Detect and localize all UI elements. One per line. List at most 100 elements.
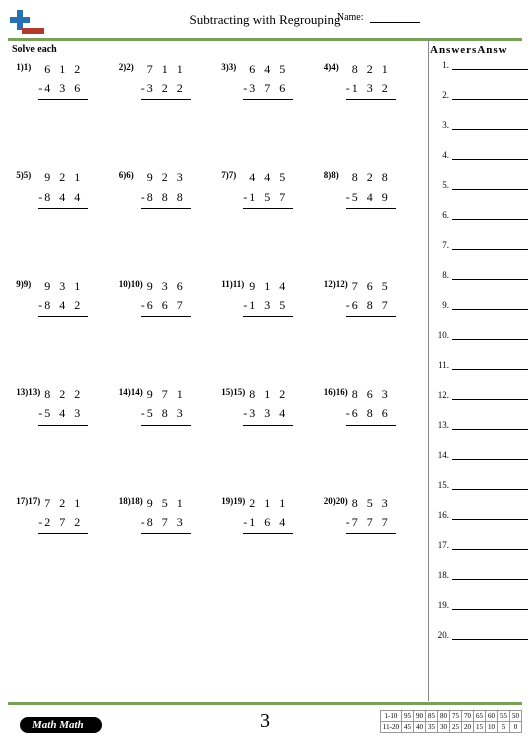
answer-row: 11. [436,360,528,370]
answers-column: 1.2.3.4.5.6.7.8.9.10.11.12.13.14.15.16.1… [436,60,528,660]
answer-line[interactable] [452,210,528,220]
bottom-rule [8,702,522,705]
problem-number: 6)6) [119,168,147,182]
problem: 7)7)4 4 5-1 5 7 [221,168,311,208]
minuend: 7 6 5 [352,277,391,296]
answer-number: 16. [436,510,452,520]
score-cell: 25 [450,722,462,733]
answer-row: 3. [436,120,528,130]
answer-line[interactable] [452,390,528,400]
answer-number: 9. [436,300,452,310]
answer-line[interactable] [452,600,528,610]
name-label: Name: [337,12,364,23]
answer-line[interactable] [452,60,528,70]
answer-line[interactable] [452,150,528,160]
answer-line[interactable] [452,180,528,190]
minuend: 7 2 1 [44,494,83,513]
problem-number: 11)11) [221,277,249,291]
problem-number: 18)18) [119,494,147,508]
subtrahend: 3 2 2 [147,81,186,95]
name-field: Name: [337,12,420,23]
answer-number: 12. [436,390,452,400]
problem: 20)20)8 5 3-7 7 7 [324,494,414,534]
score-cell: 0 [510,722,522,733]
score-cell: 80 [438,711,450,722]
answer-row: 13. [436,420,528,430]
problem-number: 17)17) [16,494,44,508]
answer-row: 4. [436,150,528,160]
answer-line[interactable] [452,510,528,520]
answer-row: 2. [436,90,528,100]
answer-line[interactable] [452,330,528,340]
subtrahend: 6 6 7 [147,298,186,312]
score-cell: 15 [474,722,486,733]
subtrahend: 6 8 7 [352,298,391,312]
answer-number: 13. [436,420,452,430]
score-table: 1-1095908580757065605550 11-204540353025… [380,710,522,733]
answer-line[interactable] [452,90,528,100]
score-cell: 90 [414,711,426,722]
name-line[interactable] [370,22,420,23]
problem-number: 19)19) [221,494,249,508]
subtrahend: 3 3 4 [249,406,288,420]
answer-line[interactable] [452,480,528,490]
problem-number: 8)8) [324,168,352,182]
minuend: 8 2 1 [352,60,391,79]
problem: 4)4)8 2 1-1 3 2 [324,60,414,100]
subtrahend: 6 8 6 [352,406,391,420]
problem-number: 20)20) [324,494,352,508]
answer-number: 7. [436,240,452,250]
answer-line[interactable] [452,300,528,310]
minuend: 6 4 5 [249,60,288,79]
problem: 16)16)8 6 3-6 8 6 [324,385,414,425]
problem: 14)14)9 7 1-5 8 3 [119,385,209,425]
score-cell: 50 [510,711,522,722]
answer-line[interactable] [452,630,528,640]
answer-line[interactable] [452,360,528,370]
answer-row: 18. [436,570,528,580]
problem-number: 3)3) [221,60,249,74]
answer-row: 12. [436,390,528,400]
answer-number: 20. [436,630,452,640]
top-rule [8,38,522,41]
answer-line[interactable] [452,450,528,460]
problem: 18)18)9 5 1-8 7 3 [119,494,209,534]
minuend: 9 3 1 [44,277,83,296]
minuend: 2 1 1 [249,494,288,513]
answer-line[interactable] [452,420,528,430]
subtrahend: 5 4 3 [44,406,83,420]
answer-number: 6. [436,210,452,220]
answer-line[interactable] [452,540,528,550]
problem: 9)9)9 3 1-8 4 2 [16,277,106,317]
problem-number: 13)13) [16,385,44,399]
score-cell: 20 [462,722,474,733]
problem: 13)13)8 2 2-5 4 3 [16,385,106,425]
score-cell: 65 [474,711,486,722]
answers-header: AnswersAnsw [430,44,530,56]
score-cell: 95 [402,711,414,722]
subtrahend: 1 3 2 [352,81,391,95]
minuend: 9 2 1 [44,168,83,187]
answer-line[interactable] [452,120,528,130]
answer-line[interactable] [452,270,528,280]
problem-number: 10)10) [119,277,147,291]
subtrahend: 5 8 3 [147,406,186,420]
answer-number: 17. [436,540,452,550]
answer-line[interactable] [452,240,528,250]
subtrahend: 5 4 9 [352,190,391,204]
score-cell: 5 [498,722,510,733]
answer-line[interactable] [452,570,528,580]
subtrahend: 8 8 8 [147,190,186,204]
answer-row: 17. [436,540,528,550]
answer-number: 11. [436,360,452,370]
minuend: 4 4 5 [249,168,288,187]
subtrahend: 1 3 5 [249,298,288,312]
answer-number: 2. [436,90,452,100]
score-cell: 10 [486,722,498,733]
answer-row: 1. [436,60,528,70]
problem-number: 15)15) [221,385,249,399]
subtrahend: 1 5 7 [249,190,288,204]
problems-grid: 1)1)6 1 2-4 3 62)2)7 1 1-3 2 23)3)6 4 5-… [10,60,420,602]
subtrahend: 4 3 6 [44,81,83,95]
page-title: Subtracting with Regrouping [190,12,341,28]
